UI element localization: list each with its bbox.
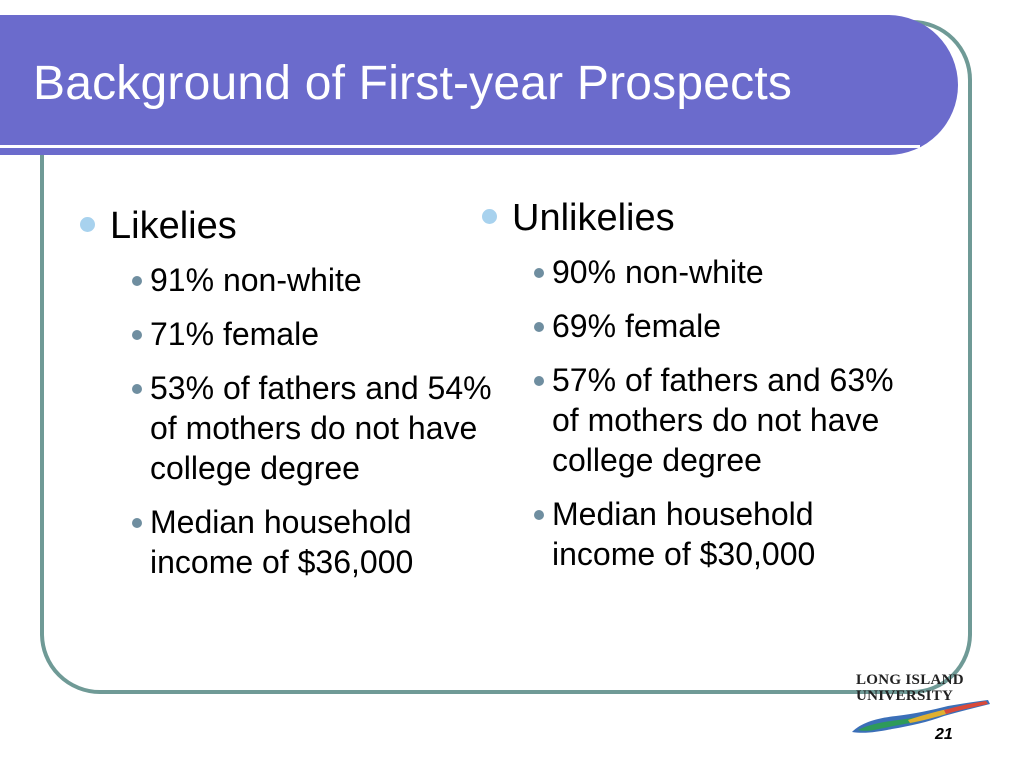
list-item: 57% of fathers and 63% of mothers do not…	[534, 360, 922, 480]
list-item-text: Median household income of $30,000	[552, 496, 816, 572]
list-item-text: 90% non-white	[552, 254, 764, 290]
island-map-icon	[852, 700, 990, 733]
university-logo: LONG ISLAND UNIVERSITY	[848, 672, 996, 738]
list-item-text: 69% female	[552, 308, 721, 344]
list-item-text: 53% of fathers and 54% of mothers do not…	[150, 370, 492, 486]
unlikelies-column: Unlikelies 90% non-white 69% female 57% …	[482, 192, 922, 588]
bullet-icon	[132, 330, 142, 340]
unlikelies-heading-label: Unlikelies	[512, 197, 675, 239]
bullet-icon	[534, 510, 544, 520]
logo-wordmark: LONG ISLAND UNIVERSITY	[856, 672, 996, 704]
likelies-heading: Likelies	[80, 200, 500, 252]
list-item-text: Median household income of $36,000	[150, 504, 414, 580]
list-item-text: 57% of fathers and 63% of mothers do not…	[552, 362, 894, 478]
logo-line2: UNIVERSITY	[856, 688, 954, 704]
likelies-heading-label: Likelies	[110, 205, 237, 247]
list-item: 71% female	[132, 314, 500, 354]
list-item: 69% female	[534, 306, 922, 346]
bullet-icon	[132, 384, 142, 394]
bullet-icon	[482, 208, 497, 224]
likelies-list: 91% non-white 71% female 53% of fathers …	[80, 260, 500, 582]
bullet-icon	[534, 322, 544, 332]
list-item-text: 91% non-white	[150, 262, 362, 298]
bullet-icon	[534, 376, 544, 386]
slide-title: Background of First-year Prospects	[33, 57, 793, 110]
unlikelies-list: 90% non-white 69% female 57% of fathers …	[482, 252, 922, 574]
bullet-icon	[132, 518, 142, 528]
bullet-icon	[132, 276, 142, 286]
list-item: 53% of fathers and 54% of mothers do not…	[132, 368, 500, 488]
unlikelies-heading: Unlikelies	[482, 192, 922, 244]
bullet-icon	[534, 268, 544, 278]
list-item: Median household income of $36,000	[132, 502, 500, 582]
list-item: Median household income of $30,000	[534, 494, 922, 574]
title-underline	[0, 145, 920, 148]
bullet-icon	[80, 216, 95, 232]
list-item: 90% non-white	[534, 252, 922, 292]
list-item-text: 71% female	[150, 316, 319, 352]
page-number: 21	[935, 726, 953, 743]
likelies-column: Likelies 91% non-white 71% female 53% of…	[80, 200, 500, 596]
title-bar	[0, 15, 958, 155]
logo-line1: LONG ISLAND	[856, 672, 964, 688]
list-item: 91% non-white	[132, 260, 500, 300]
